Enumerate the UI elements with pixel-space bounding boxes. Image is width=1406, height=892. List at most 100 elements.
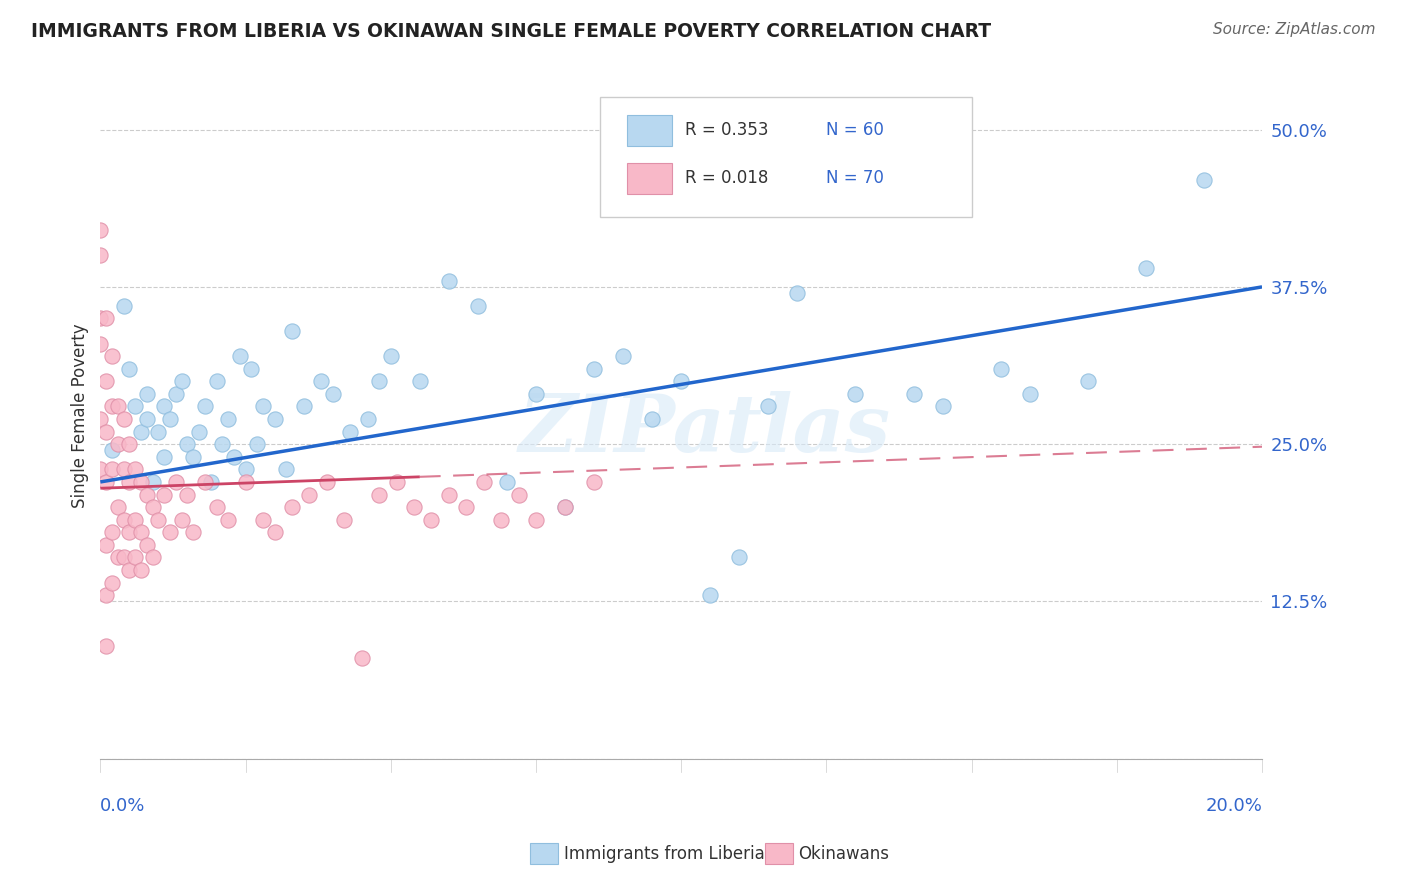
Point [96, 374, 118, 388]
Point [112, 462, 135, 476]
Point [89, 311, 111, 326]
Point [165, 387, 187, 401]
Point [112, 513, 135, 527]
Point [194, 475, 217, 489]
Point [276, 462, 298, 476]
Point [135, 538, 157, 552]
Point [252, 400, 274, 414]
Point [89, 412, 111, 426]
Point [786, 286, 808, 301]
Point [467, 299, 489, 313]
Point [135, 487, 157, 501]
Point [188, 425, 211, 439]
Point [217, 513, 239, 527]
Point [669, 374, 692, 388]
Point [107, 550, 129, 565]
Point [420, 513, 443, 527]
Point [292, 400, 315, 414]
Point [211, 437, 233, 451]
Point [129, 563, 152, 577]
Point [315, 475, 337, 489]
Point [402, 500, 425, 515]
Point [339, 425, 361, 439]
Point [112, 299, 135, 313]
Point [309, 374, 332, 388]
Point [583, 361, 606, 376]
Point [496, 475, 519, 489]
Point [368, 374, 391, 388]
Point [101, 462, 124, 476]
Point [844, 387, 866, 401]
Point [96, 475, 118, 489]
Y-axis label: Single Female Poverty: Single Female Poverty [72, 324, 89, 508]
FancyBboxPatch shape [600, 97, 972, 217]
Point [409, 374, 432, 388]
Point [252, 513, 274, 527]
Point [181, 525, 204, 540]
Text: Source: ZipAtlas.com: Source: ZipAtlas.com [1212, 22, 1375, 37]
Point [437, 487, 460, 501]
Text: N = 70: N = 70 [827, 169, 884, 187]
Point [456, 500, 478, 515]
Point [554, 500, 576, 515]
Point [176, 437, 198, 451]
Point [129, 475, 152, 489]
Point [129, 425, 152, 439]
Point [217, 412, 239, 426]
Point [96, 538, 118, 552]
Point [170, 513, 193, 527]
Point [380, 349, 402, 363]
Text: Okinawans: Okinawans [799, 845, 890, 863]
Point [112, 412, 135, 426]
Point [385, 475, 408, 489]
Point [118, 563, 141, 577]
Point [170, 374, 193, 388]
Point [107, 437, 129, 451]
Point [165, 475, 187, 489]
Point [89, 336, 111, 351]
Point [508, 487, 530, 501]
Point [118, 361, 141, 376]
Point [118, 475, 141, 489]
Point [281, 500, 304, 515]
Text: 20.0%: 20.0% [1205, 797, 1263, 814]
Point [263, 412, 285, 426]
Text: R = 0.018: R = 0.018 [685, 169, 768, 187]
Point [148, 513, 170, 527]
Point [240, 361, 263, 376]
Point [931, 400, 953, 414]
Point [89, 223, 111, 237]
Point [153, 487, 176, 501]
Point [118, 437, 141, 451]
Text: Immigrants from Liberia: Immigrants from Liberia [564, 845, 765, 863]
Point [205, 500, 228, 515]
Point [333, 513, 356, 527]
Point [96, 639, 118, 653]
FancyBboxPatch shape [627, 115, 672, 146]
Point [101, 400, 124, 414]
FancyBboxPatch shape [627, 163, 672, 194]
Point [124, 550, 146, 565]
Point [181, 450, 204, 464]
Point [641, 412, 664, 426]
Text: ZIPatlas: ZIPatlas [519, 391, 890, 468]
Point [1077, 374, 1099, 388]
Point [990, 361, 1012, 376]
Point [194, 400, 217, 414]
Point [124, 462, 146, 476]
Point [524, 513, 547, 527]
Point [1192, 173, 1215, 187]
Text: N = 60: N = 60 [827, 121, 884, 139]
Point [1135, 260, 1157, 275]
Point [96, 425, 118, 439]
Point [246, 437, 269, 451]
Text: R = 0.353: R = 0.353 [685, 121, 768, 139]
Point [176, 487, 198, 501]
Point [235, 462, 257, 476]
Point [135, 387, 157, 401]
Point [229, 349, 252, 363]
Point [437, 274, 460, 288]
Point [200, 475, 222, 489]
Point [699, 588, 721, 602]
Text: 0.0%: 0.0% [100, 797, 146, 814]
